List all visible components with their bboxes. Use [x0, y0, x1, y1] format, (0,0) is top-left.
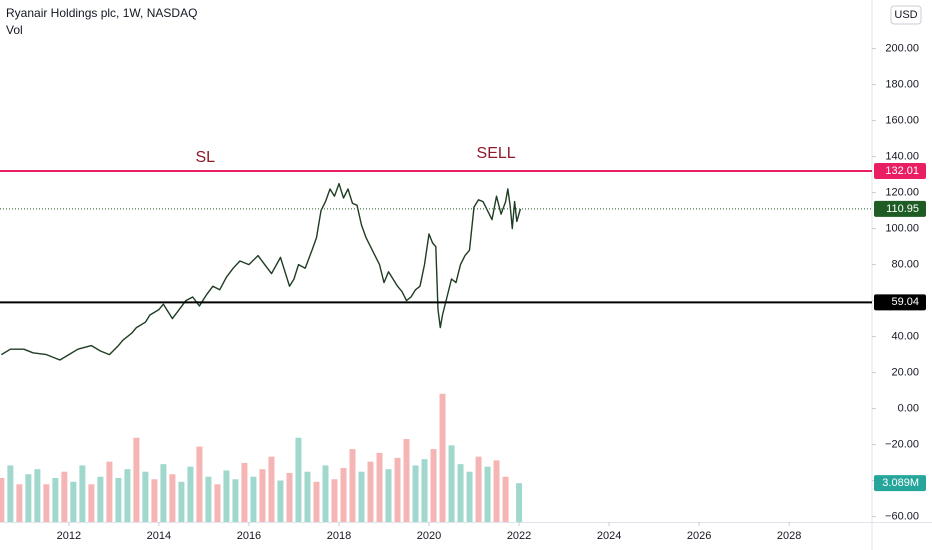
chart-title: Ryanair Holdings plc, 1W, NASDAQ [6, 6, 197, 20]
volume-bar [277, 480, 284, 522]
volume-bar [457, 464, 464, 522]
volume-bar [7, 465, 14, 522]
level-label: 132.01 [885, 165, 919, 177]
x-tick-label: 2026 [687, 530, 711, 542]
y-tick-label: −20.00 [885, 439, 919, 451]
volume-bar [466, 471, 473, 522]
annotation: SELL [477, 145, 516, 162]
volume-bar [43, 484, 50, 522]
volume-bar [196, 446, 203, 522]
y-tick-label: 160.00 [885, 115, 919, 127]
y-tick-label: 80.00 [891, 259, 919, 271]
x-tick-label: 2022 [507, 530, 531, 542]
volume-bar [516, 483, 523, 522]
currency-box[interactable] [890, 5, 922, 25]
volume-bar [241, 462, 248, 522]
volume-bar [412, 465, 419, 522]
volume-bar [79, 465, 86, 522]
y-tick-label: 140.00 [885, 151, 919, 163]
volume-bar [178, 481, 185, 522]
volume-bar [439, 393, 446, 522]
price-line [1, 182, 522, 361]
x-tick-label: 2028 [777, 530, 801, 542]
volume-bar [448, 445, 455, 522]
volume-bar [295, 437, 302, 522]
volume-bar [142, 471, 149, 522]
y-tick-label: 200.00 [885, 43, 919, 55]
volume-bar [331, 479, 338, 522]
volume-bar [0, 478, 5, 522]
x-tick-label: 2016 [237, 530, 261, 542]
x-tick-label: 2024 [597, 530, 621, 542]
x-tick-label: 2020 [417, 530, 441, 542]
volume-bar [484, 466, 491, 522]
volume-bar [340, 467, 347, 522]
x-tick-label: 2012 [57, 530, 81, 542]
volume-bar [88, 484, 95, 522]
y-tick-label: 20.00 [891, 367, 919, 379]
volume-bar [250, 476, 257, 522]
volume-label: Vol [6, 23, 23, 37]
volume-bar [232, 479, 239, 522]
volume-bar [205, 476, 212, 522]
volume-bar [61, 471, 68, 522]
y-tick-label: 100.00 [885, 223, 919, 235]
y-tick-label: −60.00 [885, 511, 919, 523]
volume-bar [349, 449, 356, 522]
volume-bar [403, 439, 410, 522]
volume-bar [322, 465, 329, 522]
volume-bar [376, 452, 383, 522]
volume-bar [34, 469, 41, 522]
volume-bar [169, 474, 176, 522]
x-tick-label: 2018 [327, 530, 351, 542]
level-label: 59.04 [891, 296, 919, 308]
volume-bar [106, 461, 113, 522]
volume-bar [313, 481, 320, 522]
level-label-box [874, 294, 926, 311]
volume-bar [214, 484, 221, 522]
volume-bar [223, 470, 230, 522]
volume-bar [124, 469, 131, 522]
level-label-box [874, 162, 926, 179]
last-price-box [874, 200, 926, 217]
annotation: SL [195, 149, 215, 166]
volume-bar [25, 474, 32, 522]
y-tick-label: 40.00 [891, 331, 919, 343]
x-tick-label: 2014 [147, 530, 171, 542]
last-volume-label: 3.089M [882, 477, 919, 489]
volume-bar [97, 476, 104, 522]
y-tick-label: 120.00 [885, 187, 919, 199]
volume-bar [268, 456, 275, 522]
volume-bar [52, 478, 59, 522]
volume-bar [115, 478, 122, 522]
y-tick-label: 180.00 [885, 79, 919, 91]
volume-bar [70, 481, 77, 522]
last-price-label: 110.95 [886, 203, 919, 215]
volume-bar [367, 461, 374, 522]
volume-bar [259, 469, 266, 522]
volume-bar [16, 484, 23, 522]
volume-bar [151, 479, 158, 522]
volume-bar [502, 476, 509, 522]
currency-label[interactable]: USD [894, 9, 917, 21]
volume-bar [160, 464, 167, 522]
volume-bar [394, 457, 401, 522]
volume-bar [304, 471, 311, 522]
volume-bar [493, 460, 500, 522]
volume-bar [358, 471, 365, 522]
volume-bar [475, 456, 482, 522]
volume-bar [421, 459, 428, 522]
volume-bar [187, 466, 194, 522]
last-volume-box [874, 475, 926, 492]
volume-bar [133, 437, 140, 522]
volume-bar [286, 472, 293, 522]
y-tick-label: 0.00 [898, 403, 919, 415]
volume-bar [385, 469, 392, 522]
volume-bar [430, 449, 437, 522]
